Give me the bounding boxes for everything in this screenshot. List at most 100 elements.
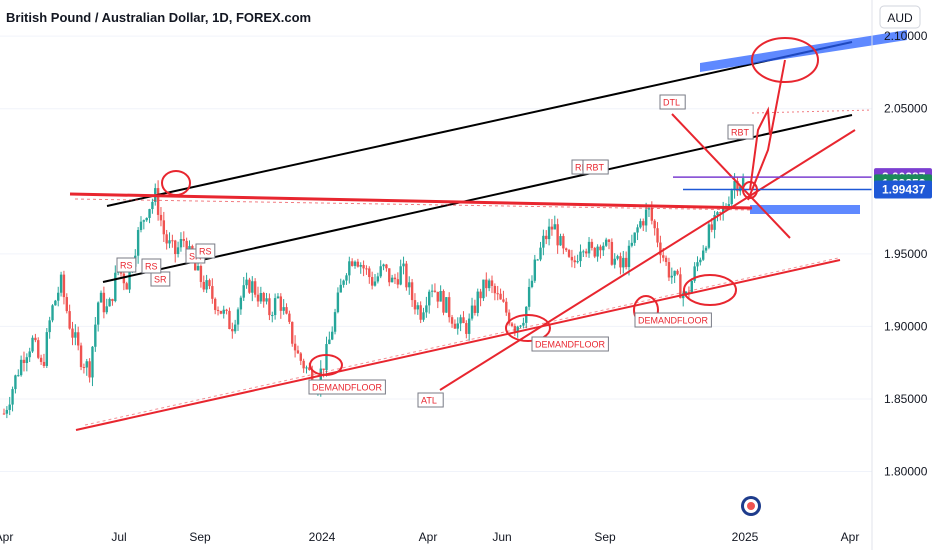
annotation-box [116,257,137,273]
candle-body [707,224,711,248]
ascending-trendline [75,259,841,431]
candle-body [57,292,60,301]
candle-body [579,251,582,262]
candle-body [536,259,539,261]
candle-body [690,280,693,294]
candle-body [22,359,26,364]
annotation-label: RS [199,247,212,257]
candle-body [527,286,531,307]
candle-body [105,306,108,313]
candle-body [636,227,639,233]
candle-body [14,375,17,390]
candle-body [34,337,37,341]
candle-body [293,343,297,351]
candle-body [565,248,568,251]
candle-body [142,220,146,222]
candle-body [91,346,94,378]
y-tick-label: 2.05000 [884,102,928,116]
candle-body [282,307,285,311]
middle-channel-line [102,114,853,283]
chart-title: British Pound / Australian Dollar, 1D, F… [6,10,311,25]
candle-body [485,279,488,289]
candle-body [559,236,562,246]
candle-body [727,204,731,208]
candle-body [676,270,679,275]
candle-body [662,255,665,258]
candle-body [410,282,414,301]
candle-body [350,261,354,266]
candle-body [368,268,371,278]
candle-body [439,291,442,302]
candle-body [419,305,422,320]
candle-body [11,389,14,405]
tradingview-logo-icon [741,496,761,516]
candle-body [413,300,417,310]
x-tick-label: Jun [492,530,511,544]
candle-body [242,285,245,298]
candle-body [353,261,357,266]
candle-body [182,238,185,241]
candle-body [422,312,425,320]
candle-body [647,208,651,210]
candle-body [322,368,325,371]
candle-body [416,305,420,310]
candle-body [627,245,631,268]
candle-body [348,261,351,276]
candle-body [330,331,334,340]
descending-trendline [671,113,791,239]
candle-body [205,280,208,290]
candle-body [222,309,225,314]
candle-body [99,292,103,303]
candle-body [268,298,271,316]
candle-body [308,367,311,370]
x-tick-label: 2025 [732,530,759,544]
annotation-label: DEMANDFLOOR [535,340,606,350]
candle-body [533,259,537,281]
candle-body [696,262,699,267]
candle-body [493,285,497,294]
candle-body [470,305,474,319]
candle-body [456,323,459,329]
candle-body [74,332,77,338]
candle-body [225,309,228,311]
candle-body [633,232,636,243]
x-tick-label: 2024 [309,530,336,544]
candle-body [741,178,745,187]
annotation-box [195,243,216,259]
candle-body [599,246,602,251]
candle-body [136,229,140,256]
candle-body [305,367,308,369]
candle-body [382,264,385,267]
candle-body [328,339,331,345]
currency-button[interactable] [879,5,921,29]
candle-body [265,298,268,302]
candle-body [285,307,288,314]
candle-body [693,266,696,281]
candle-body [388,268,391,283]
resistance-line [69,192,753,210]
candle-body [114,272,117,302]
candle-body [370,277,374,286]
candle-body [667,262,671,278]
candle-body [59,274,63,293]
candle-body [590,241,594,248]
candle-body [5,409,9,414]
candle-body [102,292,106,313]
candle-body [613,258,616,265]
candle-body [85,361,88,368]
candle-body [211,286,214,299]
candle-body [54,300,57,306]
candle-body [373,281,377,286]
candle-body [68,311,71,329]
candle-body [288,313,291,322]
candle-body [390,277,394,283]
candle-body [602,245,605,251]
x-tick-label: Apr [0,530,13,544]
candle-body [359,264,362,267]
candle-body [513,325,517,332]
candle-body [236,309,240,325]
candle-body [196,265,200,271]
candle-body [125,283,128,290]
